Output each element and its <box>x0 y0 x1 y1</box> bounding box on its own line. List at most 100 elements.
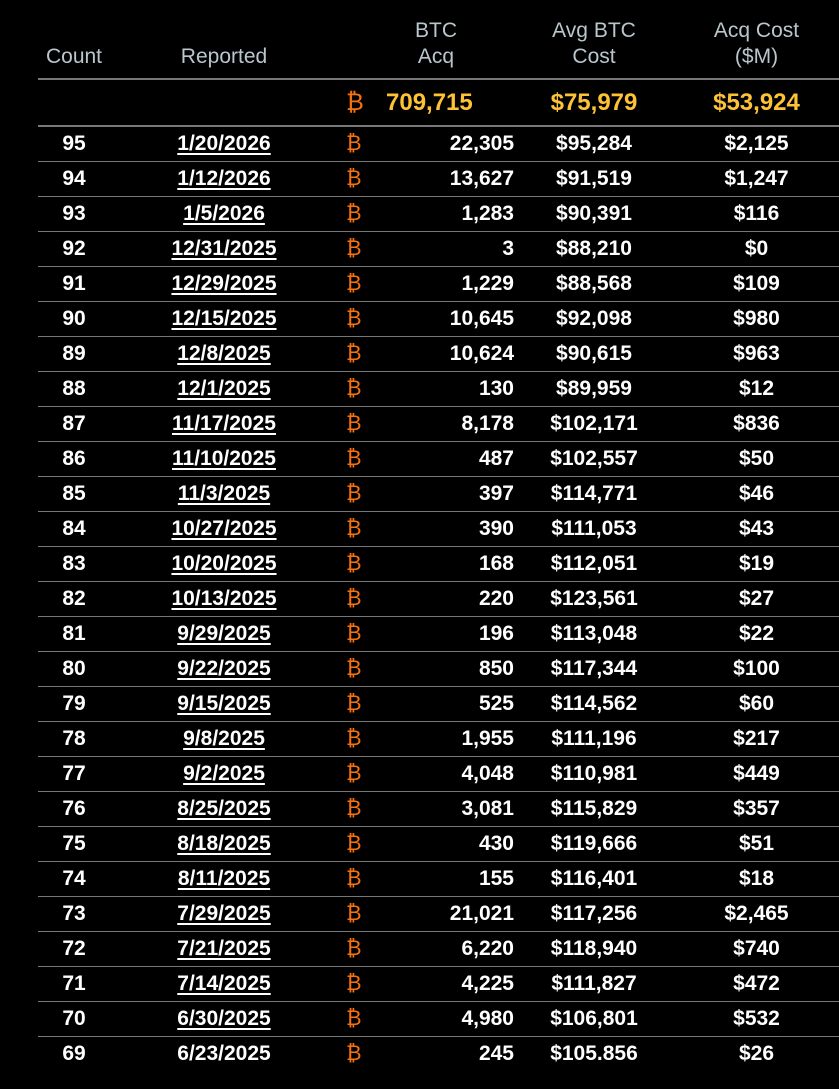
btc-acq-cell: 1,955 <box>386 721 514 757</box>
table-row: 81 9/29/2025 ₿ 196 $113,048 $22 <box>38 616 839 652</box>
header-acq-cost[interactable]: Acq Cost ($M) <box>674 18 839 80</box>
reported-link[interactable]: 11/10/2025 <box>172 447 276 470</box>
reported-link[interactable]: 11/17/2025 <box>172 412 276 435</box>
count-cell: 72 <box>38 931 110 967</box>
acq-cost-cell: $12 <box>674 371 839 407</box>
table-row: 88 12/1/2025 ₿ 130 $89,959 $12 <box>38 371 839 407</box>
reported-cell: 7/14/2025 <box>110 966 338 1002</box>
count-cell: 81 <box>38 616 110 652</box>
table-row: 94 1/12/2026 ₿ 13,627 $91,519 $1,247 <box>38 161 839 197</box>
btc-acq-cell: 397 <box>386 476 514 512</box>
reported-cell: 11/17/2025 <box>110 406 338 442</box>
reported-link[interactable]: 9/15/2025 <box>177 692 271 715</box>
btc-acquisitions-table: Count Reported BTC Acq Avg BTC Cost Acq … <box>38 18 839 1071</box>
avg-cost-cell: $115,829 <box>514 791 674 827</box>
btc-acq-cell: 3 <box>386 231 514 267</box>
btc-acq-cell: 430 <box>386 826 514 862</box>
avg-cost-cell: $95,284 <box>514 126 674 162</box>
avg-cost-cell: $111,053 <box>514 511 674 547</box>
reported-link[interactable]: 12/15/2025 <box>171 307 277 330</box>
bitcoin-icon: ₿ <box>338 476 386 512</box>
reported-cell: 7/21/2025 <box>110 931 338 967</box>
bitcoin-icon: ₿ <box>338 931 386 967</box>
bitcoin-icon: ₿ <box>338 231 386 267</box>
avg-cost-cell: $112,051 <box>514 546 674 582</box>
avg-cost-cell: $116,401 <box>514 861 674 897</box>
header-count[interactable]: Count <box>38 18 110 80</box>
reported-link[interactable]: 12/31/2025 <box>171 237 277 260</box>
count-cell: 84 <box>38 511 110 547</box>
reported-cell: 1/12/2026 <box>110 161 338 197</box>
bitcoin-icon: ₿ <box>338 721 386 757</box>
table-row: 70 6/30/2025 ₿ 4,980 $106,801 $532 <box>38 1001 839 1037</box>
acq-cost-cell: $50 <box>674 441 839 477</box>
reported-link[interactable]: 9/2/2025 <box>183 762 265 785</box>
reported-link[interactable]: 12/1/2025 <box>177 377 271 400</box>
avg-cost-cell: $88,568 <box>514 266 674 302</box>
reported-link[interactable]: 8/18/2025 <box>177 832 271 855</box>
reported-link[interactable]: 12/8/2025 <box>177 342 271 365</box>
acq-cost-cell: $357 <box>674 791 839 827</box>
reported-link[interactable]: 7/29/2025 <box>177 902 271 925</box>
acq-cost-cell: $51 <box>674 826 839 862</box>
reported-link[interactable]: 8/25/2025 <box>177 797 271 820</box>
reported-link[interactable]: 1/12/2026 <box>177 167 271 190</box>
reported-link[interactable]: 10/13/2025 <box>171 587 277 610</box>
count-cell: 73 <box>38 896 110 932</box>
totals-avg-cost: $75,979 <box>514 79 674 127</box>
totals-acq-cost: $53,924 <box>674 79 839 127</box>
btc-acq-cell: 196 <box>386 616 514 652</box>
header-btc-acq[interactable]: BTC Acq <box>338 18 514 80</box>
bitcoin-icon: ₿ <box>338 161 386 197</box>
acq-cost-cell: $19 <box>674 546 839 582</box>
acq-cost-cell: $1,247 <box>674 161 839 197</box>
reported-link[interactable]: 10/27/2025 <box>171 517 277 540</box>
reported-link[interactable]: 10/20/2025 <box>171 552 277 575</box>
table-row: 69 6/23/2025 ₿ 245 $105.856 $26 <box>38 1037 839 1072</box>
reported-cell: 11/10/2025 <box>110 441 338 477</box>
bitcoin-icon: ₿ <box>338 686 386 722</box>
acq-cost-cell: $532 <box>674 1001 839 1037</box>
avg-cost-cell: $111,196 <box>514 721 674 757</box>
count-cell: 71 <box>38 966 110 1002</box>
reported-cell: 12/1/2025 <box>110 371 338 407</box>
acq-cost-cell: $18 <box>674 861 839 897</box>
reported-link[interactable]: 6/23/2025 <box>177 1042 271 1065</box>
header-reported[interactable]: Reported <box>110 18 338 80</box>
reported-cell: 9/29/2025 <box>110 616 338 652</box>
btc-acq-cell: 850 <box>386 651 514 687</box>
reported-link[interactable]: 7/14/2025 <box>177 972 271 995</box>
btc-acq-cell: 168 <box>386 546 514 582</box>
reported-link[interactable]: 9/29/2025 <box>177 622 271 645</box>
reported-link[interactable]: 1/20/2026 <box>177 132 271 155</box>
reported-cell: 12/8/2025 <box>110 336 338 372</box>
table-row: 93 1/5/2026 ₿ 1,283 $90,391 $116 <box>38 196 839 232</box>
avg-cost-cell: $111,827 <box>514 966 674 1002</box>
avg-cost-cell: $92,098 <box>514 301 674 337</box>
reported-link[interactable]: 6/30/2025 <box>177 1007 271 1030</box>
count-cell: 74 <box>38 861 110 897</box>
reported-link[interactable]: 12/29/2025 <box>171 272 277 295</box>
totals-count <box>38 79 110 127</box>
avg-cost-cell: $102,171 <box>514 406 674 442</box>
reported-link[interactable]: 11/3/2025 <box>177 482 271 505</box>
count-cell: 88 <box>38 371 110 407</box>
bitcoin-icon: ₿ <box>338 126 386 162</box>
bitcoin-icon: ₿ <box>338 616 386 652</box>
reported-link[interactable]: 9/22/2025 <box>177 657 271 680</box>
reported-link[interactable]: 1/5/2026 <box>183 202 265 225</box>
reported-link[interactable]: 7/21/2025 <box>177 937 271 960</box>
bitcoin-icon: ₿ <box>338 826 386 862</box>
count-cell: 89 <box>38 336 110 372</box>
reported-link[interactable]: 9/8/2025 <box>183 727 265 750</box>
header-avg-cost[interactable]: Avg BTC Cost <box>514 18 674 80</box>
bitcoin-icon: ₿ <box>346 1042 362 1065</box>
reported-cell: 9/2/2025 <box>110 756 338 792</box>
avg-cost-cell: $119,666 <box>514 826 674 862</box>
bitcoin-icon: ₿ <box>338 511 386 547</box>
avg-cost-cell: $118,940 <box>514 931 674 967</box>
table-row: 84 10/27/2025 ₿ 390 $111,053 $43 <box>38 511 839 547</box>
table-row: 77 9/2/2025 ₿ 4,048 $110,981 $449 <box>38 756 839 792</box>
reported-link[interactable]: 8/11/2025 <box>177 867 271 890</box>
btc-acq-cell: 390 <box>386 511 514 547</box>
